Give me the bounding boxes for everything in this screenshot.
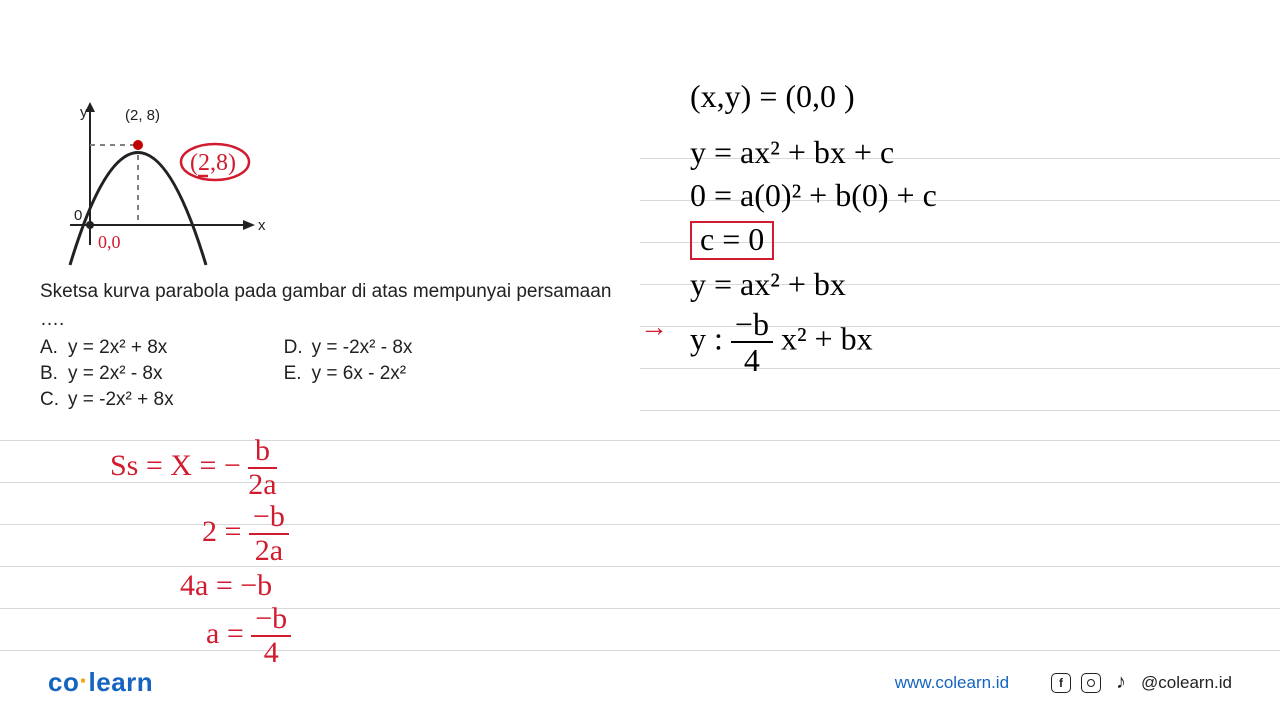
hw-r3: 0 = a(0)² + b(0) + c bbox=[690, 179, 937, 213]
option-e: E.y = 6x - 2x² bbox=[284, 363, 413, 385]
option-c: C.y = -2x² + 8x bbox=[40, 389, 174, 411]
hw-l1: Ss = X = − b2a bbox=[110, 436, 291, 500]
hw-r6: y : −b4 x² + bx bbox=[690, 308, 937, 376]
handle-text: @colearn.id bbox=[1141, 673, 1232, 693]
handwriting-left: Ss = X = − b2a 2 = −b2a 4a = −b a = −b4 bbox=[110, 436, 291, 668]
options-col-2: D.y = -2x² - 8x E.y = 6x - 2x² bbox=[284, 337, 413, 411]
y-axis-label: y bbox=[80, 104, 88, 121]
problem-block: y x 0 (2, 8) 0,0 (2,8) Sketsa kurva para… bbox=[40, 100, 620, 411]
handwriting-right: (x,y) = (0,0 ) y = ax² + bx + c 0 = a(0)… bbox=[690, 80, 937, 376]
option-b: B.y = 2x² - 8x bbox=[40, 363, 174, 385]
question-ellipsis: …. bbox=[40, 309, 64, 330]
options: A.y = 2x² + 8x B.y = 2x² - 8x C.y = -2x²… bbox=[40, 337, 620, 411]
hw-r4: c = 0 bbox=[690, 221, 937, 261]
social-handle: f ♪ @colearn.id bbox=[1051, 673, 1232, 693]
x-axis-label: x bbox=[258, 217, 266, 234]
hw-l2: 2 = −b2a bbox=[202, 502, 291, 566]
parabola-figure: y x 0 (2, 8) 0,0 (2,8) bbox=[40, 100, 240, 270]
hand-origin: 0,0 bbox=[98, 232, 121, 252]
options-col-1: A.y = 2x² + 8x B.y = 2x² - 8x C.y = -2x²… bbox=[40, 337, 174, 411]
tiktok-icon[interactable]: ♪ bbox=[1111, 673, 1131, 693]
question-text: Sketsa kurva parabola pada gambar di ata… bbox=[40, 278, 620, 333]
vertex-label: (2, 8) bbox=[125, 107, 160, 124]
instagram-icon[interactable] bbox=[1081, 673, 1101, 693]
facebook-icon[interactable]: f bbox=[1051, 673, 1071, 693]
option-d: D.y = -2x² - 8x bbox=[284, 337, 413, 359]
brand-logo: co·learn bbox=[48, 667, 153, 698]
hw-l3: 4a = −b bbox=[180, 570, 291, 602]
question-line: Sketsa kurva parabola pada gambar di ata… bbox=[40, 281, 611, 302]
footer: co·learn www.colearn.id f ♪ @colearn.id bbox=[0, 667, 1280, 698]
footer-url[interactable]: www.colearn.id bbox=[895, 673, 1009, 693]
arrow-icon: → bbox=[640, 312, 668, 344]
hw-r5: y = ax² + bx bbox=[690, 268, 937, 302]
hw-l4: a = −b4 bbox=[206, 604, 291, 668]
origin-label: 0 bbox=[74, 207, 82, 224]
hw-r2: y = ax² + bx + c bbox=[690, 136, 937, 170]
page: y x 0 (2, 8) 0,0 (2,8) Sketsa kurva para… bbox=[0, 0, 1280, 720]
hw-r1: (x,y) = (0,0 ) bbox=[690, 80, 937, 114]
circled-point: (2,8) bbox=[190, 150, 236, 176]
option-a: A.y = 2x² + 8x bbox=[40, 337, 174, 359]
figure-svg: y x 0 (2, 8) 0,0 (2,8) bbox=[40, 100, 300, 275]
